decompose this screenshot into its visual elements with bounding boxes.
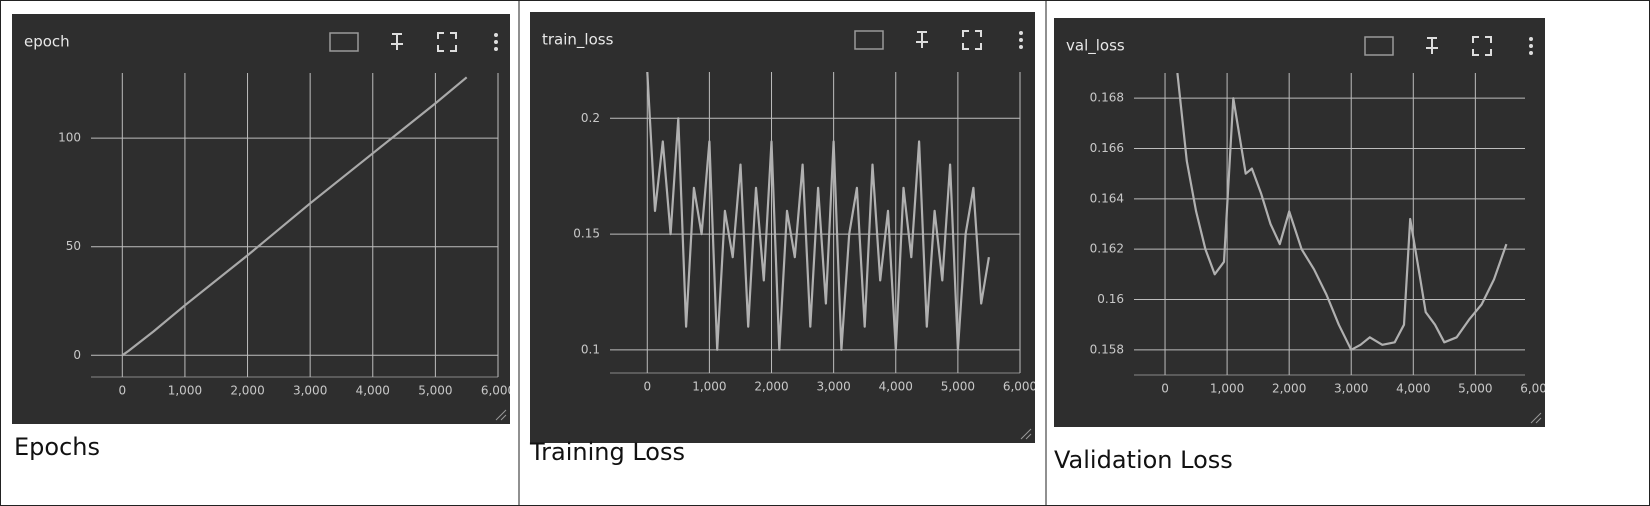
resize-handle[interactable]	[495, 409, 507, 421]
icon-menu-dot[interactable]	[1019, 38, 1023, 42]
icon-fit[interactable]	[1364, 36, 1394, 56]
x-tick-label: 6,000	[481, 384, 515, 398]
x-tick-label: 4,000	[356, 384, 390, 398]
resize-handle[interactable]	[1530, 412, 1542, 424]
icon-menu-dot[interactable]	[1529, 44, 1533, 48]
data-line	[646, 72, 990, 351]
chart-title: epoch	[24, 33, 70, 51]
x-tick-label: 0	[1161, 382, 1169, 396]
icon-menu-dot[interactable]	[494, 40, 498, 44]
y-tick-label: 0.1	[581, 342, 600, 356]
x-tick-label: 4,000	[879, 380, 913, 394]
x-tick-label: 0	[118, 384, 126, 398]
plot	[1176, 73, 1508, 351]
plot	[646, 72, 990, 351]
chart: train_loss 0 1,000 2,000 3,000 4,000 5,000 6,00…	[542, 30, 1037, 440]
y-tick-label: 0.2	[581, 111, 600, 125]
chart-title: train_loss	[542, 31, 614, 50]
y-tick-label: 0	[73, 348, 81, 362]
x-tick-label: 5,000	[418, 384, 452, 398]
icon-pin[interactable]	[391, 33, 403, 50]
caption: Validation Loss	[1054, 446, 1233, 474]
y-tick-label: 0.168	[1090, 91, 1124, 105]
icon-menu-dot[interactable]	[1529, 51, 1533, 55]
caption: Training Loss	[529, 438, 685, 466]
x-tick-label: 3,000	[293, 384, 327, 398]
y-tick-label: 50	[66, 239, 81, 253]
y-tick-label: 0.16	[1097, 292, 1124, 306]
x-tick-label: 3,000	[816, 380, 850, 394]
x-tick-label: 3,000	[1334, 382, 1368, 396]
x-tick-label: 5,000	[941, 380, 975, 394]
icon-fullscreen[interactable]	[1472, 36, 1492, 56]
icon-fit[interactable]	[854, 30, 884, 50]
x-tick-label: 2,000	[1272, 382, 1306, 396]
icon-menu-dot[interactable]	[494, 47, 498, 51]
icon-menu-dot[interactable]	[494, 33, 498, 37]
y-tick-label: 0.164	[1090, 191, 1124, 205]
icon-pin[interactable]	[916, 31, 928, 48]
icon-pin[interactable]	[1426, 37, 1438, 54]
y-tick-label: 0.158	[1090, 342, 1124, 356]
y-tick-label: 0.162	[1090, 242, 1124, 256]
x-tick-label: 6,000	[1003, 380, 1037, 394]
x-tick-label: 1,000	[692, 380, 726, 394]
x-tick-label: 5,000	[1458, 382, 1492, 396]
resize-handle[interactable]	[1020, 428, 1032, 440]
y-tick-label: 100	[58, 131, 81, 145]
x-tick-label: 0	[643, 380, 651, 394]
y-tick-label: 0.166	[1090, 141, 1124, 155]
icon-fullscreen[interactable]	[437, 32, 457, 52]
y-tick-label: 0.15	[573, 227, 600, 241]
data-line	[1176, 73, 1508, 351]
card	[1054, 18, 1545, 427]
data-line	[121, 76, 468, 357]
x-tick-label: 1,000	[1210, 382, 1244, 396]
chart-title: val_loss	[1066, 37, 1125, 56]
caption: Epochs	[14, 433, 100, 461]
icon-fit[interactable]	[329, 32, 359, 52]
plot	[121, 76, 468, 357]
x-tick-label: 6,000	[1520, 382, 1554, 396]
chart: epoch 0 1,000 2,000 3,000 4,000 5,000 6,000 0 50 1…	[24, 32, 515, 421]
x-tick-label: 2,000	[230, 384, 264, 398]
icon-fullscreen[interactable]	[962, 30, 982, 50]
icon-menu-dot[interactable]	[1019, 45, 1023, 49]
x-tick-label: 1,000	[168, 384, 202, 398]
x-tick-label: 4,000	[1396, 382, 1430, 396]
x-tick-label: 2,000	[754, 380, 788, 394]
chart: val_loss 0 1,000 2,000 3,000 4,000 5,000 6,000 0…	[1066, 36, 1554, 424]
card	[530, 12, 1035, 443]
icon-menu-dot[interactable]	[1019, 31, 1023, 35]
icon-menu-dot[interactable]	[1529, 37, 1533, 41]
